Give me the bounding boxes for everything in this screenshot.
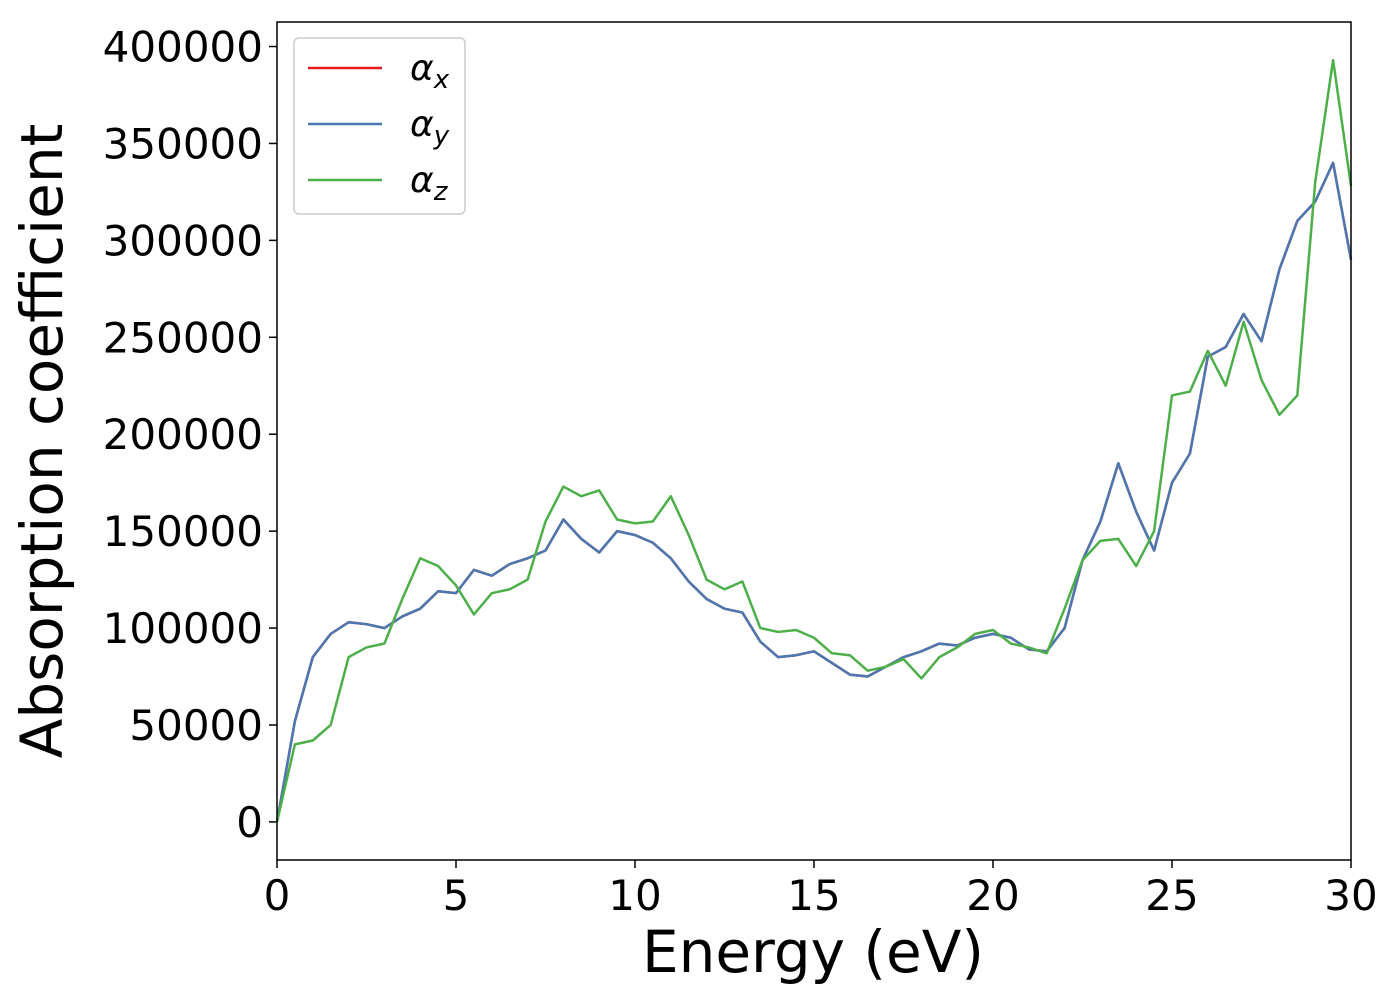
x-tick-label: 20 xyxy=(966,871,1019,920)
x-axis-label: Energy (eV) xyxy=(642,918,984,986)
y-tick-label: 50000 xyxy=(129,701,263,750)
y-tick-label: 200000 xyxy=(103,410,263,459)
y-axis-label: Absorption coefficient xyxy=(8,124,76,759)
x-tick-label: 25 xyxy=(1145,871,1198,920)
y-tick-label: 250000 xyxy=(103,313,263,362)
y-tick-label: 400000 xyxy=(103,23,263,72)
y-tick-label: 100000 xyxy=(103,604,263,653)
x-tick-label: 10 xyxy=(608,871,661,920)
series-line xyxy=(275,58,1353,823)
legend-box xyxy=(293,37,466,215)
x-tick-label: 0 xyxy=(264,871,291,920)
legend-label: αz xyxy=(410,160,449,207)
series-line xyxy=(275,161,1353,823)
y-tick-label: 300000 xyxy=(103,216,263,265)
x-tick-label: 15 xyxy=(787,871,840,920)
x-tick-label: 5 xyxy=(443,871,470,920)
y-tick-label: 150000 xyxy=(103,507,263,556)
legend-label: αx xyxy=(410,48,450,95)
x-tick-label: 30 xyxy=(1324,871,1377,920)
legend-label: αy xyxy=(410,104,450,151)
plot-frame xyxy=(276,21,1352,861)
y-tick-label: 350000 xyxy=(103,119,263,168)
series-line xyxy=(275,161,1353,823)
y-tick-label: 0 xyxy=(236,798,263,847)
